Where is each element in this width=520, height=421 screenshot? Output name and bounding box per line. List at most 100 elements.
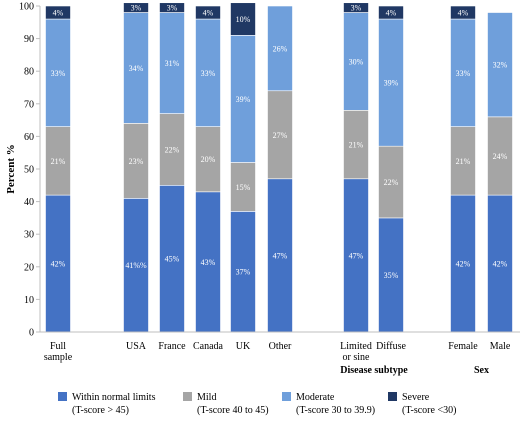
bar-segment — [230, 211, 256, 333]
data-label: 31% — [165, 59, 180, 68]
y-axis: 0 10 20 30 40 50 60 70 80 90 100 Percent % — [5, 2, 41, 339]
bar-stack: 35% 22% 39% 4% — [378, 5, 404, 333]
y-tick-label: 100 — [19, 2, 34, 13]
bar-segment — [267, 5, 293, 92]
y-tick-label: 50 — [24, 165, 34, 176]
x-tick-label: Other — [269, 341, 292, 352]
legend-label: Moderate — [296, 392, 335, 403]
y-tick-label: 30 — [24, 230, 34, 241]
bar-stack: 47% 21% 30% 3% — [343, 2, 369, 333]
x-tick-label: USA — [126, 341, 147, 352]
y-tick-label: 40 — [24, 197, 34, 208]
bar-segment — [230, 2, 256, 36]
x-tick-label: Diffuse — [376, 341, 406, 352]
bar-segment — [378, 145, 404, 219]
data-label: 43% — [201, 258, 216, 267]
x-tick-label: UK — [236, 341, 251, 352]
legend-swatch — [282, 392, 291, 401]
x-tick-label: France — [158, 341, 186, 352]
bar-stack: 43% 20% 33% 4% — [195, 5, 221, 333]
legend-swatch — [58, 392, 67, 401]
data-label: 20% — [201, 155, 216, 164]
bar-segment — [343, 110, 369, 180]
data-label: 45% — [165, 255, 180, 264]
legend-sublabel: (T-score 40 to 45) — [197, 405, 269, 416]
y-tick-label: 70 — [24, 99, 34, 110]
bar-segment — [123, 123, 149, 199]
bar-stack: 37% 15% 39% 10% — [230, 2, 256, 333]
data-label: 15% — [236, 183, 251, 192]
bar-stack: 42% 24% 32% — [487, 12, 513, 333]
data-label: 42% — [456, 260, 471, 269]
legend-item: Within normal limits (T-score > 45) — [58, 392, 156, 416]
legend-sublabel: (T-score 30 to 39.9) — [296, 405, 375, 416]
y-tick-label: 10 — [24, 295, 34, 306]
data-label: 27% — [273, 131, 288, 140]
bar-segment — [267, 90, 293, 180]
bar-segment — [159, 12, 185, 114]
legend-item: Moderate (T-score 30 to 39.9) — [282, 392, 375, 416]
data-label: 47% — [349, 251, 364, 260]
data-label: 32% — [493, 61, 508, 70]
bar-segment — [450, 5, 476, 20]
bar-segment — [343, 12, 369, 111]
bar-segment — [159, 2, 185, 13]
bar-stack: 47% 27% 26% — [267, 5, 293, 333]
bar-stack: 42% 21% 33% 4% — [450, 5, 476, 333]
data-label: 30% — [349, 57, 364, 66]
legend-sublabel: (T-score > 45) — [72, 405, 129, 416]
data-label: 3% — [351, 4, 362, 13]
data-label: 42% — [493, 260, 508, 269]
legend-label: Within normal limits — [72, 392, 156, 403]
bar-segment — [378, 5, 404, 20]
y-tick-label: 0 — [29, 328, 34, 339]
group-label: Disease subtype — [340, 365, 408, 376]
bar-segment — [45, 5, 71, 20]
bar-segment — [230, 35, 256, 163]
legend-item: Severe (T-score <30) — [388, 392, 456, 416]
bar-segment — [45, 194, 71, 333]
legend-swatch — [388, 392, 397, 401]
data-label: 33% — [201, 69, 216, 78]
data-label: 10% — [236, 15, 251, 24]
bar-stack: 41%% 23% 34% 3% — [123, 2, 149, 333]
bar-segment — [123, 12, 149, 124]
data-label: 4% — [203, 9, 214, 18]
data-label: 33% — [456, 69, 471, 78]
bar-segment — [195, 5, 221, 20]
data-label: 39% — [384, 79, 399, 88]
data-label: 3% — [131, 4, 142, 13]
bar-segment — [343, 2, 369, 13]
y-tick-label: 90 — [24, 34, 34, 45]
data-label: 4% — [458, 9, 469, 18]
bars: 42% 21% 33% 4% 41%% 23% 34% 3% 45% 22% 31% 3% 43% 20%… — [45, 2, 513, 333]
bar-segment — [487, 12, 513, 118]
x-tick-label: Male — [490, 341, 511, 352]
data-label: 34% — [129, 64, 144, 73]
legend-swatch — [183, 392, 192, 401]
legend-label: Severe — [402, 392, 430, 403]
legend: Within normal limits (T-score > 45) Mild (T… — [58, 392, 456, 416]
bar-segment — [195, 18, 221, 127]
y-tick-label: 60 — [24, 132, 34, 143]
data-label: 39% — [236, 95, 251, 104]
group-label: Sex — [474, 365, 489, 376]
data-label: 47% — [273, 251, 288, 260]
data-label: 23% — [129, 157, 144, 166]
y-tick-label: 20 — [24, 262, 34, 273]
data-label: 22% — [384, 178, 399, 187]
x-tick-label: Full sample — [44, 341, 73, 363]
bar-segment — [450, 18, 476, 127]
bar-segment — [123, 198, 149, 333]
x-tick-label: Limited or sine — [340, 341, 372, 363]
data-label: 3% — [167, 4, 178, 13]
legend-label: Mild — [197, 392, 216, 403]
bar-segment — [378, 18, 404, 147]
data-label: 21% — [456, 157, 471, 166]
bar-segment — [195, 126, 221, 193]
x-tick-label: Canada — [193, 341, 224, 352]
data-label: 21% — [51, 157, 66, 166]
data-label: 21% — [349, 141, 364, 150]
data-label: 4% — [53, 9, 64, 18]
bar-segment — [195, 191, 221, 333]
